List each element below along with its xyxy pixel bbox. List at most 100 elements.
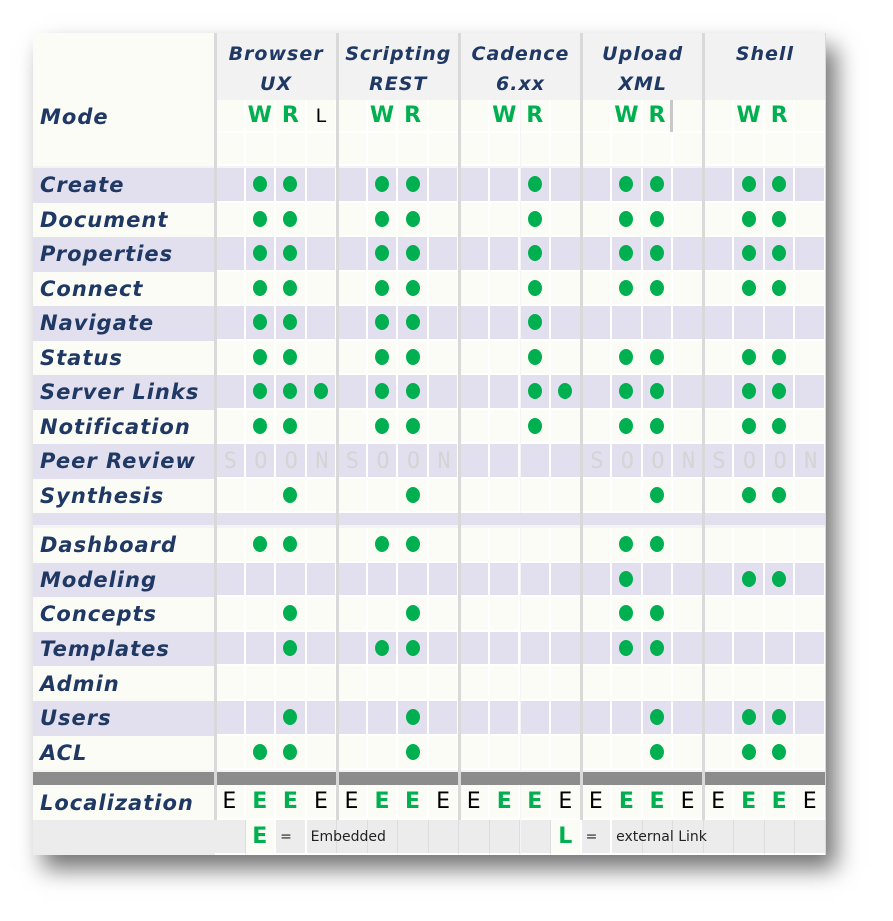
- matrix-cell: [276, 631, 307, 667]
- matrix-cell: [215, 597, 246, 632]
- matrix-cell: [734, 168, 765, 203]
- matrix-cell: [306, 478, 338, 513]
- supported-dot-icon: [375, 176, 390, 193]
- matrix-cell: [612, 478, 643, 513]
- matrix-cell: [551, 409, 582, 444]
- supported-dot-icon: [619, 640, 634, 657]
- matrix-cell: [581, 597, 613, 632]
- matrix-cell: [489, 202, 521, 237]
- matrix-cell: [489, 631, 521, 667]
- matrix-cell: [520, 409, 552, 444]
- supported-dot-icon: [649, 417, 664, 434]
- matrix-cell: [581, 478, 613, 513]
- supported-dot-icon: [252, 383, 267, 400]
- matrix-cell: [703, 375, 735, 410]
- matrix-cell: [245, 202, 277, 237]
- supported-dot-icon: [649, 279, 664, 296]
- matrix-cell: [428, 631, 460, 667]
- supported-dot-icon: [283, 417, 298, 434]
- coming-soon-text: SOON: [712, 448, 826, 474]
- supported-dot-icon: [741, 383, 756, 400]
- group-separator: [702, 33, 706, 820]
- mode-W: W: [489, 100, 521, 133]
- matrix-cell: [306, 168, 338, 203]
- supported-dot-icon: [252, 314, 267, 331]
- matrix-cell: [612, 735, 643, 771]
- supported-dot-icon: [527, 383, 542, 400]
- localization-cell: E: [551, 785, 582, 820]
- blank-cell: [764, 133, 796, 166]
- matrix-cell: [581, 168, 613, 203]
- matrix-cell: [398, 306, 429, 341]
- localization-cell: E: [489, 785, 521, 820]
- supported-dot-icon: [772, 279, 787, 296]
- supported-dot-icon: [283, 176, 298, 193]
- matrix-cell: [551, 202, 582, 237]
- matrix-cell: [734, 666, 765, 701]
- matrix-cell: [764, 237, 796, 272]
- matrix-cell: [734, 375, 765, 410]
- matrix-cell: [398, 168, 429, 203]
- matrix-cell: [398, 666, 429, 701]
- mode-L: L: [306, 100, 338, 133]
- supported-dot-icon: [619, 383, 634, 400]
- matrix-cell: [337, 340, 368, 375]
- matrix-cell: [215, 202, 246, 237]
- matrix-cell: [673, 237, 704, 272]
- matrix-cell: [551, 168, 582, 203]
- matrix-cell: [795, 562, 826, 598]
- supported-dot-icon: [375, 245, 390, 262]
- supported-dot-icon: [741, 279, 756, 296]
- matrix-cell: [764, 306, 796, 341]
- supported-dot-icon: [252, 176, 267, 193]
- row-label: Notification: [33, 409, 215, 444]
- legend-bg-cell: [520, 820, 552, 855]
- matrix-cell: [581, 271, 613, 306]
- supported-dot-icon: [283, 245, 298, 262]
- matrix-cell: [551, 237, 582, 272]
- row-label: Document: [33, 202, 215, 237]
- blank-cell: [245, 133, 277, 166]
- supported-dot-icon: [741, 176, 756, 193]
- matrix-cell: [520, 340, 552, 375]
- matrix-cell: [398, 701, 429, 736]
- matrix-cell: [306, 735, 338, 771]
- matrix-cell: [215, 237, 246, 272]
- matrix-cell: [520, 631, 552, 667]
- supported-dot-icon: [649, 605, 664, 622]
- mode-blank: [428, 100, 460, 133]
- supported-dot-icon: [283, 314, 298, 331]
- supported-dot-icon: [649, 709, 664, 726]
- matrix-cell: [673, 631, 704, 667]
- matrix-cell: [642, 237, 674, 272]
- matrix-cell: [551, 375, 582, 410]
- row-label: Concepts: [33, 597, 215, 632]
- localization-cell: E: [306, 785, 338, 820]
- matrix-cell: [398, 562, 429, 598]
- group-separator: [457, 33, 461, 820]
- matrix-cell: [367, 409, 399, 444]
- row-label: ACL: [33, 735, 215, 771]
- matrix-cell: [551, 666, 582, 701]
- matrix-cell: [642, 528, 674, 563]
- matrix-cell: [673, 271, 704, 306]
- matrix-cell: [489, 528, 521, 563]
- matrix-cell: [489, 597, 521, 632]
- matrix-cell: [245, 666, 277, 701]
- matrix-cell: [520, 562, 552, 598]
- matrix-cell: [551, 631, 582, 667]
- matrix-cell: [703, 478, 735, 513]
- matrix-cell: [673, 340, 704, 375]
- row-label: Peer Review: [33, 444, 215, 479]
- matrix-cell: [367, 444, 399, 479]
- mode-blank: [703, 100, 735, 133]
- matrix-cell: [367, 340, 399, 375]
- matrix-cell: [276, 701, 307, 736]
- matrix-cell: [367, 701, 399, 736]
- legend-bg-cell: [489, 820, 521, 855]
- matrix-cell: [581, 444, 613, 479]
- supported-dot-icon: [283, 383, 298, 400]
- spacer-row-dark: [33, 772, 826, 785]
- matrix-cell: [428, 528, 460, 563]
- supported-dot-icon: [527, 245, 542, 262]
